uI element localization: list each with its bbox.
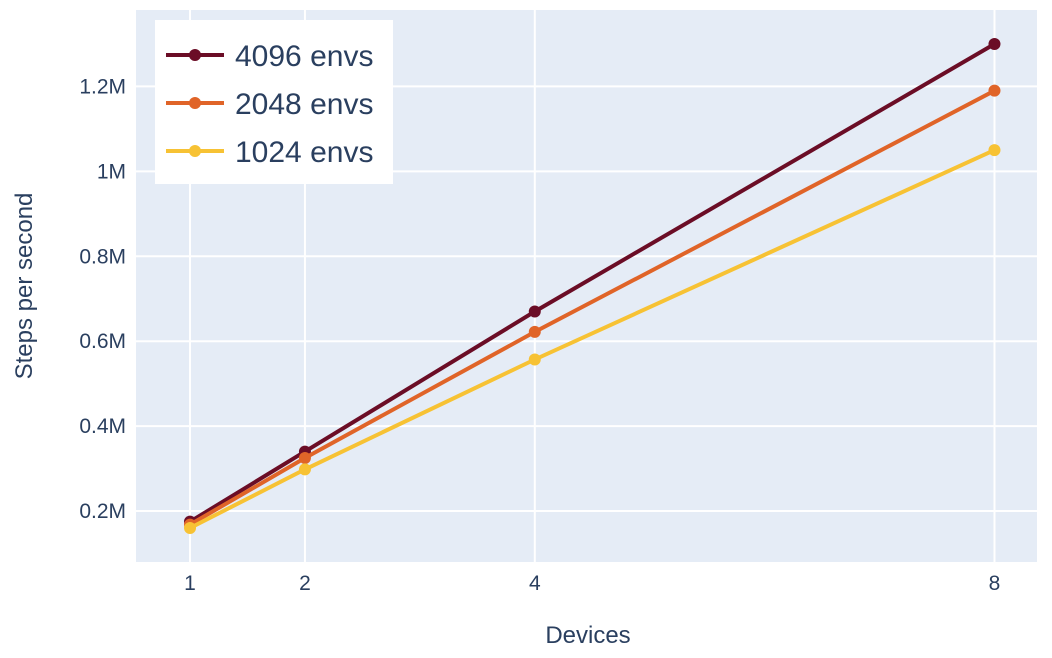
data-point — [988, 84, 1001, 97]
legend-swatch-marker — [189, 49, 201, 61]
x-tick-label: 2 — [299, 572, 311, 595]
legend-item: 4096 envs — [166, 40, 373, 73]
y-tick-label: 1.2M — [79, 75, 126, 98]
y-tick-label: 0.2M — [79, 500, 126, 523]
data-point — [988, 144, 1001, 157]
series-line — [188, 88, 996, 527]
legend-label: 1024 envs — [235, 136, 373, 169]
x-tick-label: 4 — [529, 572, 541, 595]
series-1024-envs — [184, 144, 1001, 535]
series-line — [188, 42, 996, 524]
legend-item: 1024 envs — [166, 136, 373, 169]
data-point — [298, 451, 311, 464]
y-tick-label: 0.8M — [79, 245, 126, 268]
data-point — [528, 325, 541, 338]
data-point — [298, 463, 311, 476]
y-axis-title: Steps per second — [11, 193, 38, 380]
y-tick-label: 0.6M — [79, 330, 126, 353]
legend: 4096 envs 2048 envs 1024 envs — [155, 20, 393, 184]
data-point — [988, 37, 1001, 50]
x-axis-title: Devices — [545, 622, 630, 649]
data-point — [184, 522, 197, 535]
legend-item: 2048 envs — [166, 88, 373, 121]
legend-label: 2048 envs — [235, 88, 373, 121]
x-tick-label: 8 — [989, 572, 1001, 595]
legend-label: 4096 envs — [235, 40, 373, 73]
x-tick-label: 1 — [184, 572, 196, 595]
tick-labels: 0.2M 0.4M 0.6M 0.8M 1M 1.2M 1 2 4 8 — [79, 75, 1000, 595]
series-group — [184, 37, 1001, 535]
legend-swatch-marker — [189, 97, 201, 109]
series-4096-envs — [184, 37, 1001, 528]
series-line — [189, 148, 996, 530]
y-tick-label: 0.4M — [79, 415, 126, 438]
y-tick-label: 1M — [97, 160, 126, 183]
data-point — [528, 305, 541, 318]
legend-swatch-marker — [189, 145, 201, 157]
data-point — [528, 353, 541, 366]
